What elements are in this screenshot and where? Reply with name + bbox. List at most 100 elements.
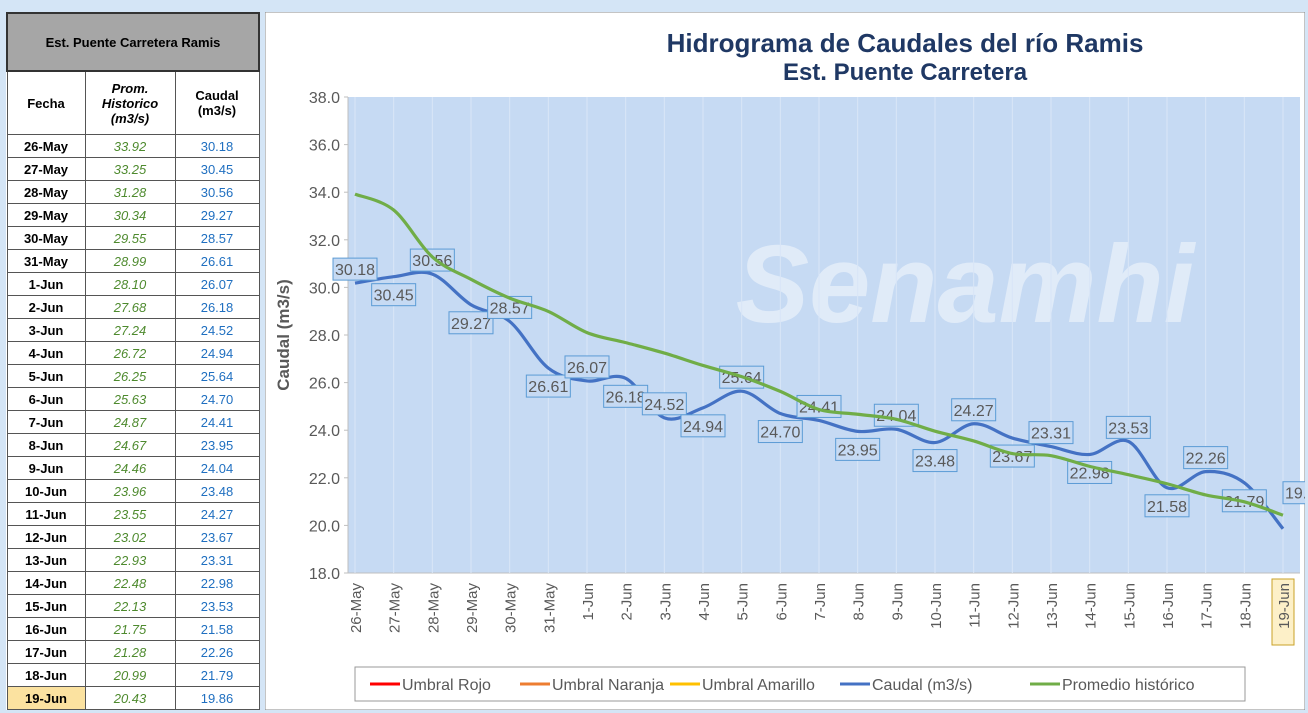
data-label: 22.26 [1186, 451, 1226, 468]
table-cell: 24.67 [85, 434, 175, 457]
data-label: 23.53 [1108, 420, 1148, 437]
data-label: 24.52 [644, 397, 684, 414]
table-cell: 6-Jun [7, 388, 85, 411]
table-cell: 22.13 [85, 595, 175, 618]
data-label: 26.61 [528, 379, 568, 396]
data-label: 21.58 [1147, 499, 1187, 516]
data-label: 19.86 [1285, 486, 1305, 503]
table-cell: 23.67 [175, 526, 259, 549]
table-cell: 2-Jun [7, 296, 85, 319]
x-tick-label: 28-May [425, 583, 442, 634]
table-cell: 19.86 [175, 687, 259, 710]
table-cell: 31-May [7, 250, 85, 273]
table-cell: 21.28 [85, 641, 175, 664]
table-row: 27-May33.2530.45 [7, 158, 259, 181]
table-cell: 1-Jun [7, 273, 85, 296]
table-row: 14-Jun22.4822.98 [7, 572, 259, 595]
table-cell: 13-Jun [7, 549, 85, 572]
table-cell: 28.57 [175, 227, 259, 250]
table-cell: 22.98 [175, 572, 259, 595]
x-tick-label: 11-Jun [967, 583, 984, 628]
table-cell: 26.07 [175, 273, 259, 296]
y-tick-label: 26.0 [309, 376, 340, 393]
table-cell: 14-Jun [7, 572, 85, 595]
x-tick-label: 15-Jun [1121, 583, 1138, 629]
table-cell: 23.95 [175, 434, 259, 457]
y-tick-label: 38.0 [309, 90, 340, 107]
table-cell: 15-Jun [7, 595, 85, 618]
y-tick-label: 28.0 [309, 328, 340, 345]
table-cell: 19-Jun [7, 687, 85, 710]
table-cell: 20.99 [85, 664, 175, 687]
column-header: Caudal (m3/s) [175, 71, 259, 135]
table-cell: 27-May [7, 158, 85, 181]
table-cell: 12-Jun [7, 526, 85, 549]
x-tick-label: 8-Jun [851, 583, 868, 621]
table-cell: 22.26 [175, 641, 259, 664]
table-cell: 27.24 [85, 319, 175, 342]
table-row: 4-Jun26.7224.94 [7, 342, 259, 365]
page: Est. Puente Carretera Ramis Fecha Prom. … [0, 0, 1308, 713]
table-cell: 7-Jun [7, 411, 85, 434]
table-cell: 24.94 [175, 342, 259, 365]
table-cell: 22.93 [85, 549, 175, 572]
legend-label: Umbral Naranja [552, 677, 664, 694]
data-label: 24.94 [683, 419, 723, 436]
table-cell: 25.64 [175, 365, 259, 388]
y-tick-label: 22.0 [309, 471, 340, 488]
table-cell: 33.25 [85, 158, 175, 181]
table-cell: 21.58 [175, 618, 259, 641]
table-cell: 24.27 [175, 503, 259, 526]
y-axis-label: Caudal (m3/s) [274, 279, 293, 390]
table-cell: 23.96 [85, 480, 175, 503]
data-label: 30.45 [374, 288, 414, 305]
data-label: 24.70 [760, 425, 800, 442]
data-label: 24.27 [954, 403, 994, 420]
table-cell: 23.53 [175, 595, 259, 618]
column-header: Fecha [7, 71, 85, 135]
table-row: 28-May31.2830.56 [7, 181, 259, 204]
x-tick-label: 10-Jun [928, 583, 945, 629]
data-label: 29.27 [451, 316, 491, 333]
x-tick-label: 14-Jun [1083, 583, 1100, 629]
table-cell: 21.75 [85, 618, 175, 641]
table-cell: 26.72 [85, 342, 175, 365]
x-tick-label: 13-Jun [1044, 583, 1061, 629]
watermark: Senamhi [736, 223, 1197, 346]
column-header: Prom. Historico (m3/s) [85, 71, 175, 135]
table-cell: 30.18 [175, 135, 259, 158]
x-tick-label: 6-Jun [773, 583, 790, 621]
table-row: 1-Jun28.1026.07 [7, 273, 259, 296]
table-cell: 8-Jun [7, 434, 85, 457]
table-cell: 28.99 [85, 250, 175, 273]
table-cell: 28.10 [85, 273, 175, 296]
data-label: 23.95 [838, 442, 878, 459]
x-tick-label: 17-Jun [1199, 583, 1216, 629]
x-tick-label: 4-Jun [696, 583, 713, 621]
table-title: Est. Puente Carretera Ramis [7, 13, 259, 71]
legend-label: Caudal (m3/s) [872, 677, 972, 694]
x-tick-label: 30-May [503, 583, 520, 634]
chart-subtitle: Est. Puente Carretera [783, 59, 1028, 86]
x-tick-label: 2-Jun [619, 583, 636, 621]
table-cell: 25.63 [85, 388, 175, 411]
x-tick-label: 5-Jun [735, 583, 752, 621]
x-tick-label: 29-May [464, 583, 481, 634]
y-tick-label: 20.0 [309, 518, 340, 535]
table-cell: 26.18 [175, 296, 259, 319]
x-tick-label: 31-May [541, 583, 558, 634]
table-cell: 24.41 [175, 411, 259, 434]
chart: Senamhi Hidrograma de Caudales del río R… [265, 12, 1305, 710]
table-cell: 30.34 [85, 204, 175, 227]
